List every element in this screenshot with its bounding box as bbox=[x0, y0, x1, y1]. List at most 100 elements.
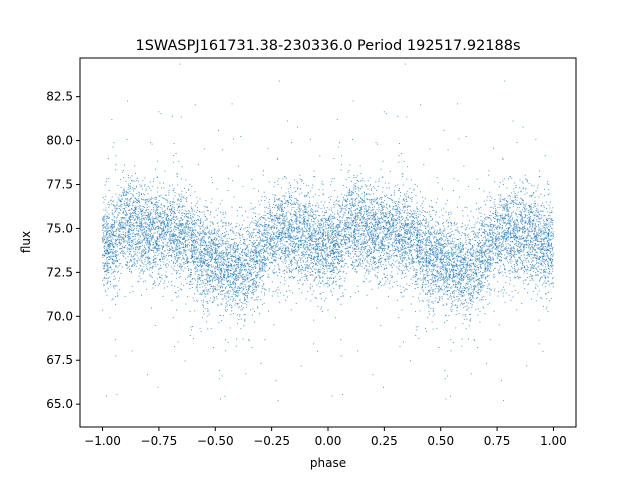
data-point bbox=[157, 238, 159, 240]
data-point bbox=[505, 240, 507, 242]
data-point bbox=[244, 243, 246, 245]
data-point bbox=[160, 203, 162, 205]
data-point bbox=[466, 269, 468, 271]
data-point bbox=[291, 259, 293, 261]
data-point bbox=[253, 212, 255, 214]
data-point bbox=[362, 177, 364, 179]
data-point bbox=[166, 199, 168, 201]
data-point bbox=[133, 261, 135, 263]
data-point bbox=[112, 244, 114, 246]
data-point bbox=[362, 246, 364, 248]
data-point bbox=[418, 229, 420, 231]
data-point bbox=[402, 242, 404, 244]
data-point bbox=[287, 285, 289, 287]
data-point bbox=[195, 248, 197, 250]
data-point bbox=[262, 174, 264, 176]
data-point bbox=[173, 216, 175, 218]
data-point bbox=[240, 328, 242, 330]
data-point bbox=[538, 244, 540, 246]
data-point bbox=[551, 228, 553, 230]
data-point bbox=[463, 232, 465, 234]
data-point bbox=[524, 174, 526, 176]
data-point bbox=[171, 222, 173, 224]
data-point bbox=[315, 216, 317, 218]
data-point bbox=[433, 264, 435, 266]
data-point bbox=[369, 238, 371, 240]
data-point bbox=[302, 210, 304, 212]
data-point bbox=[483, 200, 485, 202]
data-point bbox=[218, 261, 220, 263]
data-point bbox=[515, 237, 517, 238]
data-point bbox=[121, 220, 123, 222]
data-point bbox=[103, 209, 105, 211]
data-point bbox=[507, 243, 509, 245]
data-point bbox=[155, 240, 157, 242]
data-point bbox=[326, 282, 328, 284]
data-point bbox=[385, 277, 387, 279]
data-point bbox=[106, 294, 108, 296]
data-point bbox=[280, 231, 282, 233]
data-point bbox=[129, 188, 131, 190]
data-point bbox=[439, 279, 441, 281]
data-point bbox=[163, 287, 165, 289]
data-point bbox=[291, 196, 293, 198]
data-point bbox=[337, 228, 339, 230]
data-point bbox=[319, 263, 321, 265]
data-point bbox=[131, 197, 133, 199]
data-point bbox=[414, 283, 416, 285]
data-point bbox=[421, 220, 423, 221]
data-point bbox=[494, 243, 496, 245]
data-point bbox=[139, 222, 141, 224]
data-point bbox=[178, 247, 180, 249]
data-point bbox=[169, 261, 171, 263]
data-point bbox=[116, 238, 118, 240]
data-point bbox=[309, 272, 311, 274]
data-point bbox=[193, 223, 195, 225]
data-point bbox=[309, 239, 311, 241]
data-point bbox=[341, 235, 343, 237]
data-point bbox=[179, 225, 181, 227]
data-point bbox=[153, 198, 155, 200]
data-point bbox=[339, 216, 341, 218]
data-point bbox=[327, 255, 329, 257]
data-point bbox=[474, 224, 476, 226]
data-point bbox=[468, 273, 470, 275]
data-point bbox=[126, 250, 128, 252]
data-point bbox=[369, 177, 371, 179]
data-point bbox=[446, 303, 448, 305]
data-point bbox=[425, 262, 427, 264]
data-point bbox=[394, 261, 396, 263]
data-point bbox=[483, 232, 485, 233]
data-point bbox=[503, 216, 505, 218]
data-point bbox=[251, 178, 253, 180]
data-point bbox=[109, 245, 111, 247]
data-point bbox=[260, 256, 262, 258]
data-point bbox=[490, 251, 492, 253]
data-point bbox=[226, 277, 228, 279]
data-point bbox=[539, 235, 541, 237]
data-point bbox=[149, 218, 151, 220]
data-point bbox=[326, 207, 328, 209]
data-point bbox=[216, 223, 218, 225]
data-point bbox=[377, 202, 379, 204]
data-point bbox=[406, 200, 408, 202]
data-point bbox=[424, 259, 426, 261]
data-point bbox=[475, 272, 477, 274]
data-point bbox=[548, 222, 550, 224]
data-point bbox=[278, 267, 280, 269]
data-point bbox=[107, 238, 109, 240]
data-point bbox=[458, 272, 460, 274]
data-point bbox=[115, 193, 117, 195]
data-point bbox=[207, 251, 209, 253]
data-point bbox=[176, 176, 178, 178]
data-point bbox=[201, 224, 203, 226]
data-point bbox=[504, 236, 506, 238]
data-point bbox=[263, 302, 265, 304]
data-point bbox=[194, 244, 196, 246]
data-point bbox=[237, 258, 239, 260]
data-point bbox=[496, 220, 498, 222]
data-point bbox=[468, 243, 470, 245]
data-point bbox=[310, 232, 312, 234]
data-point bbox=[175, 153, 177, 155]
data-point bbox=[471, 288, 473, 290]
